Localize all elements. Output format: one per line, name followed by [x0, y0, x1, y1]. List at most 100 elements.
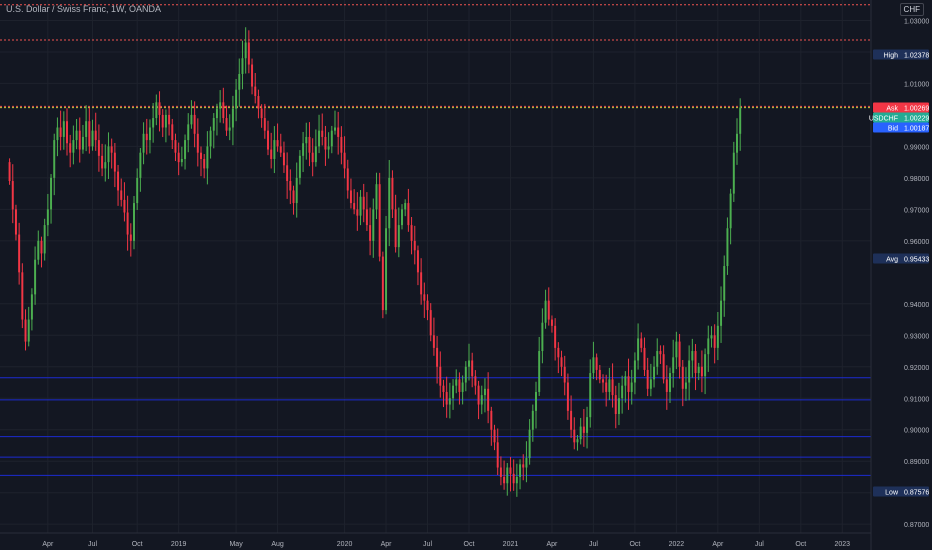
candle[interactable] — [78, 117, 81, 163]
candle[interactable] — [145, 118, 148, 155]
candle[interactable] — [155, 94, 158, 126]
candle[interactable] — [637, 323, 640, 370]
candle[interactable] — [394, 194, 397, 253]
price-label-avg[interactable]: Avg 0.95433 — [873, 253, 929, 264]
candle[interactable] — [531, 404, 534, 442]
candle[interactable] — [222, 87, 225, 124]
candle[interactable] — [164, 109, 167, 143]
candle[interactable] — [436, 336, 439, 384]
candle[interactable] — [646, 357, 649, 397]
candle[interactable] — [187, 113, 190, 153]
candle[interactable] — [554, 318, 557, 361]
candle[interactable] — [729, 188, 732, 245]
candle[interactable] — [656, 338, 659, 375]
candle[interactable] — [263, 103, 266, 139]
candle[interactable] — [273, 126, 276, 174]
candle[interactable] — [659, 345, 662, 364]
price-label-usdchf[interactable]: USDCHF 1.00229 — [869, 112, 930, 123]
candle[interactable] — [515, 463, 518, 497]
candle[interactable] — [161, 109, 164, 138]
candle[interactable] — [669, 367, 671, 404]
candle[interactable] — [168, 106, 171, 136]
candle[interactable] — [445, 376, 448, 418]
candle[interactable] — [455, 369, 458, 394]
candle[interactable] — [59, 110, 62, 151]
candle[interactable] — [372, 198, 375, 258]
candle[interactable] — [614, 385, 617, 429]
candle[interactable] — [649, 363, 652, 397]
candle[interactable] — [573, 417, 576, 450]
candle[interactable] — [471, 352, 474, 388]
candle[interactable] — [295, 162, 298, 218]
candle[interactable] — [235, 78, 238, 122]
candle[interactable] — [397, 207, 400, 258]
candle[interactable] — [512, 459, 515, 491]
candle[interactable] — [688, 345, 691, 401]
candle[interactable] — [694, 344, 697, 391]
candle[interactable] — [704, 348, 707, 395]
candle[interactable] — [617, 382, 620, 426]
candle[interactable] — [681, 359, 684, 407]
candle[interactable] — [311, 138, 314, 177]
candle[interactable] — [653, 356, 656, 388]
candle[interactable] — [480, 385, 483, 415]
candle[interactable] — [697, 362, 700, 381]
candle[interactable] — [254, 72, 257, 104]
candle[interactable] — [260, 104, 263, 128]
candle[interactable] — [503, 460, 506, 490]
candle[interactable] — [337, 111, 340, 155]
candle[interactable] — [359, 190, 362, 226]
candle[interactable] — [464, 361, 467, 392]
candle[interactable] — [212, 113, 215, 149]
candle[interactable] — [442, 379, 445, 408]
candle[interactable] — [643, 337, 646, 377]
candle[interactable] — [592, 341, 595, 380]
candle[interactable] — [691, 338, 694, 378]
candle[interactable] — [468, 343, 470, 381]
candle[interactable] — [203, 154, 206, 179]
candle[interactable] — [586, 406, 589, 449]
candle[interactable] — [608, 367, 611, 401]
candle[interactable] — [416, 245, 419, 286]
candle[interactable] — [605, 374, 608, 407]
candle[interactable] — [452, 379, 455, 410]
candle[interactable] — [231, 95, 234, 146]
candle[interactable] — [289, 169, 292, 205]
candle[interactable] — [270, 132, 273, 169]
candle[interactable] — [209, 126, 212, 159]
candle[interactable] — [238, 58, 241, 107]
candle[interactable] — [113, 142, 116, 188]
candle[interactable] — [30, 288, 33, 331]
candle[interactable] — [340, 126, 343, 165]
candle[interactable] — [349, 178, 352, 209]
candle[interactable] — [356, 192, 359, 231]
candle[interactable] — [720, 286, 723, 343]
candle[interactable] — [324, 125, 327, 166]
candle[interactable] — [598, 364, 601, 384]
candle[interactable] — [716, 312, 719, 361]
candle[interactable] — [50, 174, 53, 224]
candle[interactable] — [21, 263, 24, 329]
candle[interactable] — [72, 125, 75, 165]
candle[interactable] — [624, 371, 627, 403]
price-label-bid[interactable]: Bid 1.00187 — [873, 122, 929, 133]
candle[interactable] — [369, 207, 372, 256]
candle[interactable] — [101, 143, 104, 177]
candle[interactable] — [314, 129, 317, 167]
candle[interactable] — [27, 306, 30, 347]
candle[interactable] — [46, 193, 49, 237]
candle[interactable] — [81, 124, 84, 154]
candle[interactable] — [519, 459, 522, 490]
candle[interactable] — [538, 336, 541, 396]
candle[interactable] — [120, 178, 123, 207]
candle[interactable] — [69, 134, 72, 168]
candle[interactable] — [11, 164, 14, 224]
candle[interactable] — [726, 217, 729, 275]
candle[interactable] — [499, 456, 502, 486]
candle[interactable] — [509, 456, 512, 492]
candle[interactable] — [474, 370, 477, 395]
candle[interactable] — [570, 395, 573, 438]
candle[interactable] — [133, 196, 135, 250]
candle[interactable] — [206, 131, 209, 185]
candle[interactable] — [432, 317, 435, 356]
